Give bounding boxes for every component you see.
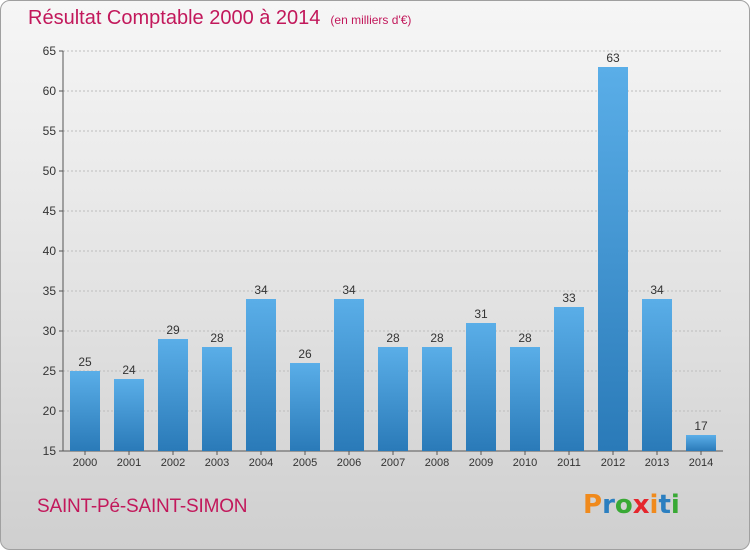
x-tick-label: 2014 <box>689 457 713 469</box>
bar-value-label: 24 <box>122 363 136 377</box>
y-tick-label: 25 <box>43 364 57 378</box>
bar <box>554 307 584 451</box>
x-tick-label: 2004 <box>249 457 273 469</box>
bar <box>158 339 188 451</box>
bar-value-label: 28 <box>386 331 400 345</box>
bar-value-label: 34 <box>342 283 356 297</box>
bar-value-label: 17 <box>694 419 708 433</box>
y-tick-label: 55 <box>43 124 57 138</box>
x-tick-label: 2003 <box>205 457 229 469</box>
bar <box>378 347 408 451</box>
bar-value-label: 33 <box>562 291 576 305</box>
logo-letter: x <box>632 490 650 520</box>
chart-title-text: Résultat Comptable 2000 à 2014 <box>28 7 321 29</box>
bar-value-label: 34 <box>254 283 268 297</box>
x-tick-label: 2009 <box>469 457 493 469</box>
logo-letter: r <box>602 490 615 520</box>
bar <box>246 299 276 451</box>
bar <box>466 323 496 451</box>
logo-letter: i <box>649 490 659 520</box>
bar-value-label: 29 <box>166 323 180 337</box>
y-tick-label: 60 <box>43 84 57 98</box>
commune-name: SAINT-Pé-SAINT-SIMON <box>37 496 248 517</box>
y-tick-label: 65 <box>43 44 57 58</box>
bar-value-label: 34 <box>650 283 664 297</box>
bar <box>334 299 364 451</box>
x-tick-label: 2006 <box>337 457 361 469</box>
bar <box>70 371 100 451</box>
bar-value-label: 26 <box>298 347 312 361</box>
logo-letter: i <box>670 490 680 520</box>
y-tick-label: 50 <box>43 164 57 178</box>
bar <box>642 299 672 451</box>
x-tick-label: 2008 <box>425 457 449 469</box>
chart-title: Résultat Comptable 2000 à 2014 (en millie… <box>28 7 411 30</box>
bar-value-label: 28 <box>430 331 444 345</box>
logo-letter: P <box>583 490 603 520</box>
proxiti-logo: Proxiti <box>583 490 680 520</box>
bar-value-label: 28 <box>210 331 224 345</box>
y-tick-label: 15 <box>43 444 57 458</box>
x-tick-label: 2007 <box>381 457 405 469</box>
x-tick-label: 2010 <box>513 457 537 469</box>
chart-subtitle: (en milliers d'€) <box>330 13 412 27</box>
y-tick-label: 40 <box>43 244 57 258</box>
bar-value-label: 31 <box>474 307 488 321</box>
bar <box>510 347 540 451</box>
y-tick-label: 20 <box>43 404 57 418</box>
x-tick-label: 2005 <box>293 457 317 469</box>
x-tick-label: 2001 <box>117 457 141 469</box>
x-tick-label: 2011 <box>557 457 581 469</box>
bar <box>114 379 144 451</box>
x-tick-label: 2013 <box>645 457 669 469</box>
bar <box>202 347 232 451</box>
x-tick-label: 2012 <box>601 457 625 469</box>
bar <box>598 67 628 451</box>
bar <box>422 347 452 451</box>
bar-value-label: 25 <box>78 355 92 369</box>
bar <box>290 363 320 451</box>
y-tick-label: 35 <box>43 284 57 298</box>
y-tick-label: 30 <box>43 324 57 338</box>
x-tick-label: 2002 <box>161 457 185 469</box>
bar-value-label: 63 <box>606 51 620 65</box>
y-tick-label: 45 <box>43 204 57 218</box>
bar-value-label: 28 <box>518 331 532 345</box>
logo-letter: o <box>614 490 633 520</box>
x-tick-label: 2000 <box>73 457 97 469</box>
bar <box>686 435 716 451</box>
logo-letter: t <box>658 490 671 520</box>
